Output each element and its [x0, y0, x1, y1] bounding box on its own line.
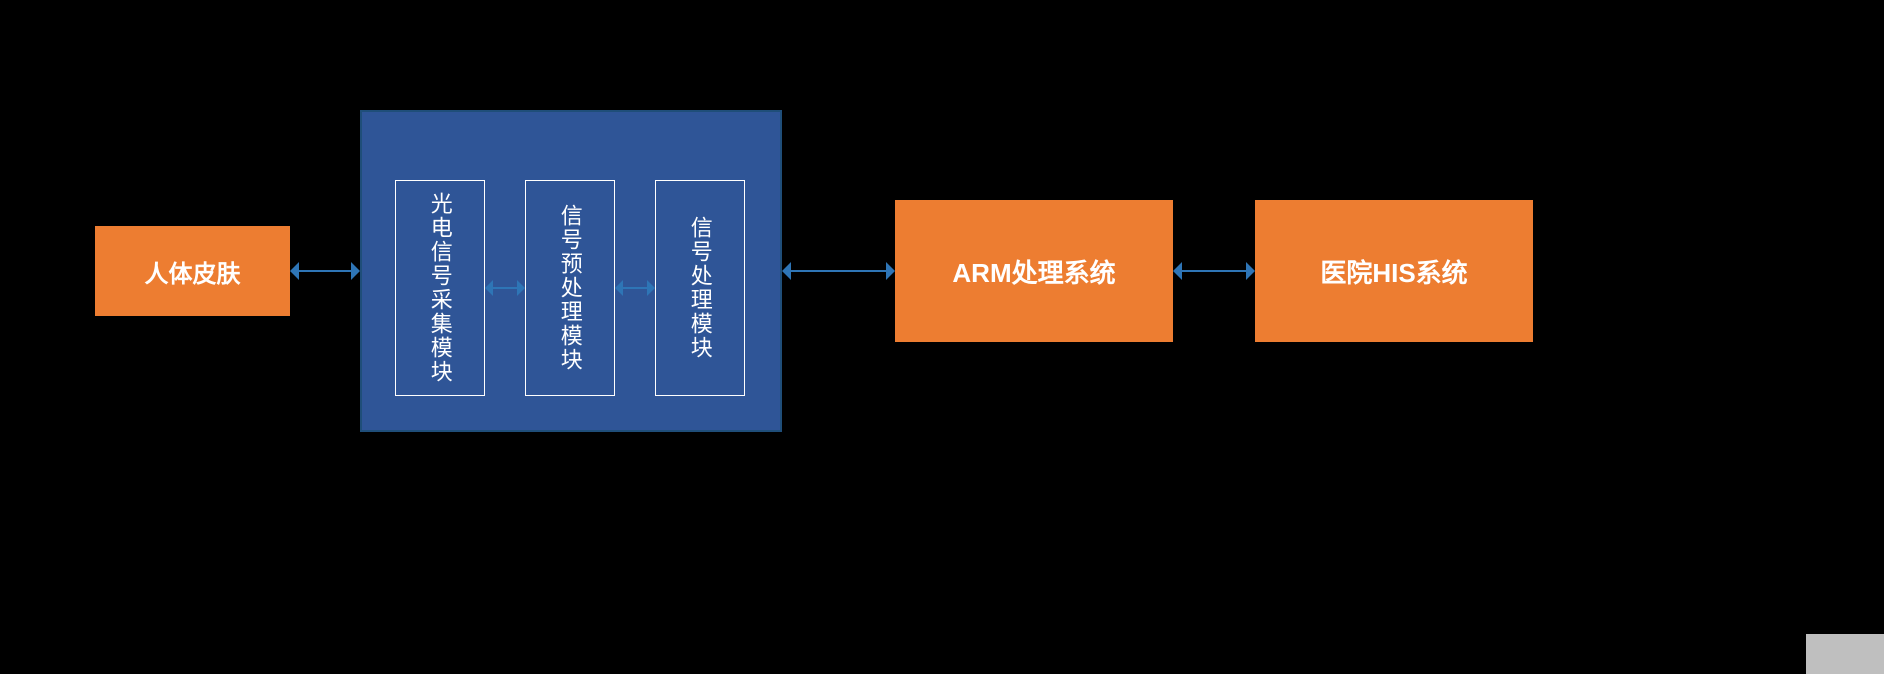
- inner-box-signal-preprocessing: 信号预处理模块: [525, 180, 615, 396]
- node-arm-label: ARM处理系统: [952, 253, 1115, 290]
- edge-arm-his: [1182, 270, 1246, 272]
- inner-box-3-label: 信号处理模块: [686, 216, 714, 360]
- arrow-right-icon: [886, 262, 895, 280]
- arrow-right-icon: [1246, 262, 1255, 280]
- arrow-left-icon: [782, 262, 791, 280]
- edge-inner1-inner2: [493, 287, 517, 289]
- corner-tab: [1806, 634, 1884, 674]
- diagram-canvas: 人体皮肤 光电信号采集模块 信号预处理模块 信号处理模块 ARM处理系统 医院H…: [0, 0, 1884, 674]
- node-his-system: 医院HIS系统: [1255, 200, 1533, 342]
- arrow-right-icon: [351, 262, 360, 280]
- node-arm-system: ARM处理系统: [895, 200, 1173, 342]
- arrow-left-icon: [290, 262, 299, 280]
- inner-box-2-label: 信号预处理模块: [556, 204, 584, 372]
- arrow-left-icon: [615, 280, 623, 296]
- edge-skin-center: [299, 270, 351, 272]
- arrow-right-icon: [517, 280, 525, 296]
- inner-box-optical-signal-acquisition: 光电信号采集模块: [395, 180, 485, 396]
- arrow-left-icon: [485, 280, 493, 296]
- node-skin-label: 人体皮肤: [145, 254, 241, 289]
- node-his-label: 医院HIS系统: [1320, 253, 1467, 290]
- inner-box-signal-processing: 信号处理模块: [655, 180, 745, 396]
- edge-inner2-inner3: [623, 287, 647, 289]
- inner-box-1-label: 光电信号采集模块: [426, 192, 454, 384]
- node-skin: 人体皮肤: [95, 226, 290, 316]
- arrow-left-icon: [1173, 262, 1182, 280]
- edge-center-arm: [791, 270, 886, 272]
- arrow-right-icon: [647, 280, 655, 296]
